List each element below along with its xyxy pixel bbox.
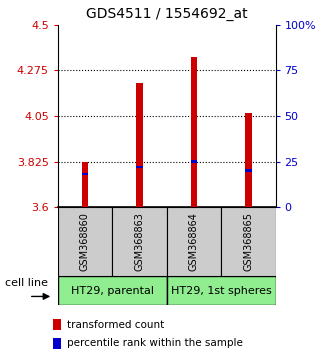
Title: GDS4511 / 1554692_at: GDS4511 / 1554692_at xyxy=(86,7,248,21)
Bar xyxy=(82,173,88,176)
Text: GSM368863: GSM368863 xyxy=(134,212,145,271)
Bar xyxy=(136,166,143,168)
Bar xyxy=(245,170,251,172)
Bar xyxy=(191,160,197,163)
Bar xyxy=(245,113,251,207)
Text: GSM368865: GSM368865 xyxy=(243,212,253,271)
Bar xyxy=(136,82,143,207)
Bar xyxy=(58,207,112,276)
Bar xyxy=(221,207,276,276)
Bar xyxy=(58,276,167,305)
Bar xyxy=(167,207,221,276)
Text: GSM368864: GSM368864 xyxy=(189,212,199,271)
Bar xyxy=(53,338,61,349)
Bar xyxy=(53,319,61,330)
Bar xyxy=(112,207,167,276)
Text: HT29, 1st spheres: HT29, 1st spheres xyxy=(171,286,272,296)
Text: transformed count: transformed count xyxy=(67,320,164,330)
Text: HT29, parental: HT29, parental xyxy=(71,286,154,296)
Text: cell line: cell line xyxy=(5,278,48,289)
Text: GSM368860: GSM368860 xyxy=(80,212,90,271)
Text: percentile rank within the sample: percentile rank within the sample xyxy=(67,338,243,348)
Bar xyxy=(82,161,88,207)
Bar xyxy=(191,57,197,207)
Bar xyxy=(167,276,276,305)
